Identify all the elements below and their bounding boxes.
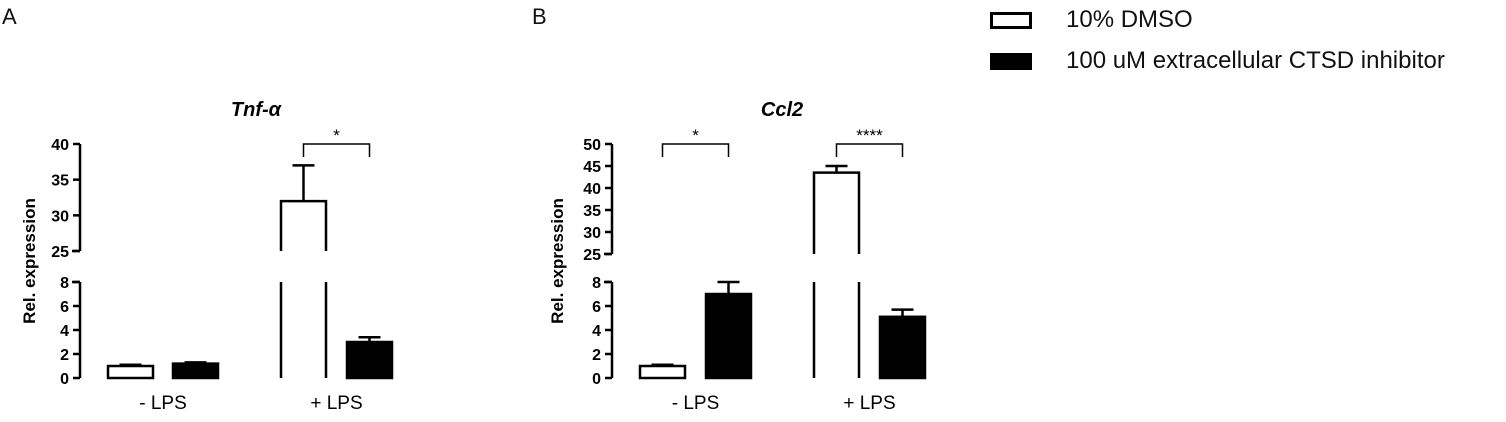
panel-b-ytick-label: 50 xyxy=(583,137,601,154)
panel-a-ytick-label: 30 xyxy=(51,208,69,225)
panel-b-bar-lower-segment xyxy=(812,282,861,378)
panel-a-ylabel: Rel. expression xyxy=(20,198,39,324)
panel-b-title: Ccl2 xyxy=(761,99,803,121)
panel-a-ytick-label: 25 xyxy=(51,244,69,261)
legend-swatch-open xyxy=(990,11,1032,29)
panel-b-ytick-label: 6 xyxy=(592,299,601,316)
legend: 10% DMSO 100 uM extracellular CTSD inhib… xyxy=(990,0,1506,90)
legend-item-inhibitor: 100 uM extracellular CTSD inhibitor xyxy=(990,41,1445,81)
panel-b-significance-bracket xyxy=(835,143,904,157)
legend-label-inhibitor: 100 uM extracellular CTSD inhibitor xyxy=(1066,47,1445,74)
panel-a-ytick-label: 6 xyxy=(60,299,69,316)
legend-label-dmso: 10% DMSO xyxy=(1066,6,1193,33)
panel-a-bar xyxy=(106,364,155,380)
panel-b-ylabel: Rel. expression xyxy=(548,198,567,324)
panel-b-ytick-label: 30 xyxy=(583,225,601,242)
panel-b-significance-label: **** xyxy=(856,126,883,145)
panel-b-bar xyxy=(638,364,687,380)
panel-a-letter: A xyxy=(2,4,17,29)
panel-b-significance-bracket xyxy=(661,143,730,157)
panel-b-ytick-label: 35 xyxy=(583,203,601,220)
panel-b-ytick-label: 4 xyxy=(592,323,601,340)
panel-b-ytick-label: 2 xyxy=(592,347,601,364)
panel-b-ytick-label: 25 xyxy=(583,247,601,264)
panel-a-ytick-label: 4 xyxy=(60,323,69,340)
panel-a-bar xyxy=(345,340,394,380)
legend-item-dmso: 10% DMSO xyxy=(990,0,1193,40)
panel-a-ytick-label: 0 xyxy=(60,371,69,388)
panel-b-ytick-label: 40 xyxy=(583,181,601,198)
panel-b-xtick-label: - LPS xyxy=(672,393,720,414)
panel-b-xtick-label: + LPS xyxy=(843,393,895,414)
panel-b-bar xyxy=(704,292,753,380)
panel-b-bar xyxy=(812,171,861,254)
panel-a-bar xyxy=(279,199,328,251)
legend-swatch-filled xyxy=(990,52,1032,70)
panel-a-significance-label: * xyxy=(333,126,340,145)
panel-b-ytick-label: 8 xyxy=(592,275,601,292)
panel-a-bar xyxy=(171,362,220,380)
panel-b-ytick-label: 0 xyxy=(592,371,601,388)
panel-b-significance-label: * xyxy=(692,126,699,145)
panel-a-bar-lower-segment xyxy=(279,282,328,378)
panel-b-letter: B xyxy=(532,4,547,29)
panel-a-title: Tnf-α xyxy=(231,99,283,121)
panel-b-ytick-label: 45 xyxy=(583,159,601,176)
panel-a-ytick-label: 8 xyxy=(60,275,69,292)
panel-a-ytick-label: 40 xyxy=(51,137,69,154)
panel-a-xtick-label: + LPS xyxy=(310,393,362,414)
panel-a-ytick-label: 35 xyxy=(51,173,69,190)
panel-a-significance-bracket xyxy=(302,143,371,157)
panel-a-ytick-label: 2 xyxy=(60,347,69,364)
panel-b-bar xyxy=(878,315,927,380)
panel-a-xtick-label: - LPS xyxy=(139,393,187,414)
